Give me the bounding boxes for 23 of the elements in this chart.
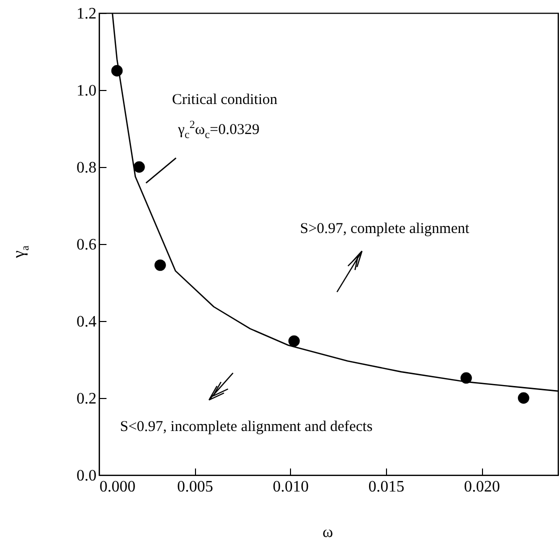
y-tick-label: 0.2 bbox=[76, 390, 96, 408]
point bbox=[518, 392, 530, 404]
x-tick-label: 0.005 bbox=[177, 478, 214, 496]
x-tick-label: 0.010 bbox=[272, 478, 309, 496]
point bbox=[154, 259, 166, 271]
y-tick-label: 0.0 bbox=[76, 468, 96, 484]
x-axis-title: ω bbox=[322, 524, 334, 541]
x-tick-label: 0.000 bbox=[100, 478, 136, 496]
x-tick-label: 0.020 bbox=[464, 478, 500, 496]
point bbox=[133, 161, 145, 173]
y-tick-label: 0.4 bbox=[76, 314, 96, 330]
y-tick-label: 0.8 bbox=[76, 160, 96, 176]
annotation: Critical condition bbox=[172, 92, 278, 108]
x-tick-label: 0.015 bbox=[368, 478, 404, 496]
annotation: S<0.97, incomplete alignment and defects bbox=[120, 419, 373, 435]
annotation: γ$_{c}$$^{2}$ω$_{c}$=0.0329 bbox=[178, 119, 260, 141]
point bbox=[288, 335, 300, 347]
point bbox=[460, 372, 472, 384]
y-tick-label: 1.0 bbox=[76, 82, 96, 100]
y-tick-label: 1.2 bbox=[76, 6, 96, 22]
point bbox=[111, 65, 123, 76]
annotation: S>0.97, complete alignment bbox=[300, 221, 470, 237]
y-tick-label: 0.6 bbox=[76, 236, 96, 254]
